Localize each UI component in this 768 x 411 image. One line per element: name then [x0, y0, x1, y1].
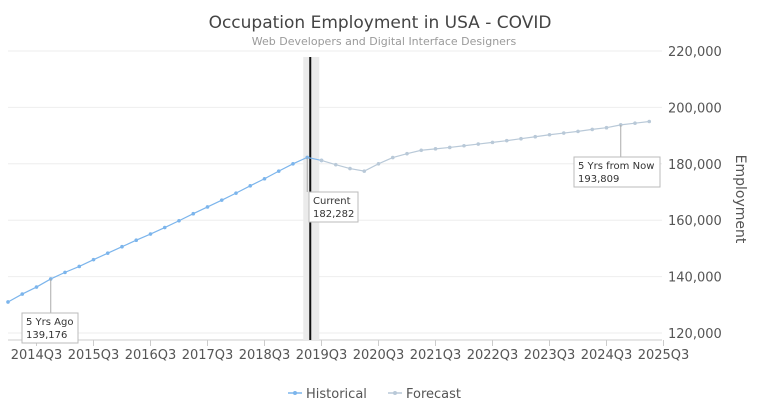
callout-box	[308, 191, 359, 223]
chart-subtitle: Web Developers and Digital Interface Des…	[252, 35, 517, 48]
data-point	[547, 132, 552, 137]
data-point	[120, 244, 124, 249]
data-point	[561, 131, 566, 135]
data-point	[34, 285, 39, 289]
data-point	[376, 162, 381, 166]
chart-title: Occupation Employment in USA - COVID	[209, 13, 552, 33]
x-axis-ticks: 2014Q3 2015Q3 2016Q3 2017Q3 2018Q3 2019Q3 2020…	[11, 340, 690, 363]
data-point	[504, 138, 509, 143]
data-point	[105, 251, 110, 255]
data-point	[205, 205, 210, 209]
y-tick-label: 120,000	[668, 327, 722, 342]
legend: Historical Forecast	[288, 387, 461, 402]
x-tick-label: 2023Q3	[524, 348, 576, 363]
data-point	[433, 147, 438, 151]
data-point	[177, 218, 181, 223]
callout-value: 139,176	[26, 330, 67, 341]
data-point	[248, 183, 253, 188]
data-point	[647, 119, 652, 124]
x-tick-label: 2020Q3	[353, 348, 405, 363]
data-point	[291, 162, 295, 166]
data-point	[362, 169, 367, 173]
x-tick-label: 2016Q3	[125, 348, 177, 363]
x-tick-label: 2018Q3	[239, 348, 291, 363]
data-point	[162, 225, 167, 230]
callout-box	[573, 156, 661, 188]
data-point	[618, 123, 623, 127]
series-lines	[6, 119, 652, 304]
data-point	[419, 148, 424, 153]
y-tick-label: 140,000	[668, 271, 722, 286]
callout-label: Current	[313, 196, 351, 207]
data-point	[77, 264, 82, 269]
x-tick-label: 2019Q3	[296, 348, 348, 363]
data-point	[462, 143, 466, 148]
data-point	[6, 300, 10, 304]
data-point	[333, 162, 338, 167]
data-point	[262, 176, 267, 181]
data-point	[576, 129, 580, 134]
data-point	[519, 136, 523, 141]
series-line-forecast	[321, 120, 650, 172]
data-point	[148, 232, 153, 236]
data-point	[604, 125, 609, 130]
legend-marker	[393, 391, 397, 395]
legend-marker	[293, 391, 297, 395]
y-tick-label: 200,000	[668, 101, 722, 116]
data-point	[490, 140, 495, 145]
y-tick-label: 160,000	[668, 214, 722, 229]
data-point	[63, 270, 67, 275]
callout-value: 193,809	[578, 174, 619, 185]
data-point	[134, 238, 139, 243]
series-line-historical	[7, 156, 322, 303]
x-tick-label: 2021Q3	[410, 348, 462, 363]
x-tick-label: 2015Q3	[68, 348, 120, 363]
data-point	[633, 121, 637, 125]
data-point	[405, 151, 409, 156]
x-tick-label: 2014Q3	[11, 348, 63, 363]
data-point	[191, 211, 196, 216]
y-axis-ticks: 120,000 140,000 160,000 180,000 200,000 220,0…	[668, 45, 722, 342]
y-axis-label: Employment	[732, 155, 748, 244]
data-point	[20, 292, 25, 296]
legend-label: Historical	[306, 387, 367, 402]
data-point	[319, 158, 324, 163]
callout-box	[21, 312, 79, 344]
callout-value: 182,282	[313, 209, 354, 220]
y-tick-label: 220,000	[668, 45, 722, 60]
x-tick-label: 2025Q3	[638, 348, 690, 363]
callout-label: 5 Yrs Ago	[26, 317, 73, 328]
data-point	[348, 166, 352, 171]
x-tick-label: 2017Q3	[182, 348, 234, 363]
data-point	[91, 257, 96, 262]
data-point	[219, 198, 224, 202]
data-point	[276, 169, 281, 173]
x-tick-label: 2024Q3	[581, 348, 633, 363]
data-point	[234, 191, 238, 195]
legend-label: Forecast	[406, 387, 461, 402]
data-point	[590, 127, 595, 132]
data-point	[533, 134, 538, 139]
annotations: 5 Yrs Ago 139,176 Current 182,282 5 Yrs from…	[21, 124, 661, 344]
data-point	[390, 155, 395, 160]
y-tick-label: 180,000	[668, 158, 722, 173]
callout-label: 5 Yrs from Now	[578, 161, 654, 172]
data-point	[476, 142, 481, 146]
x-tick-label: 2022Q3	[467, 348, 519, 363]
data-point	[447, 145, 452, 150]
